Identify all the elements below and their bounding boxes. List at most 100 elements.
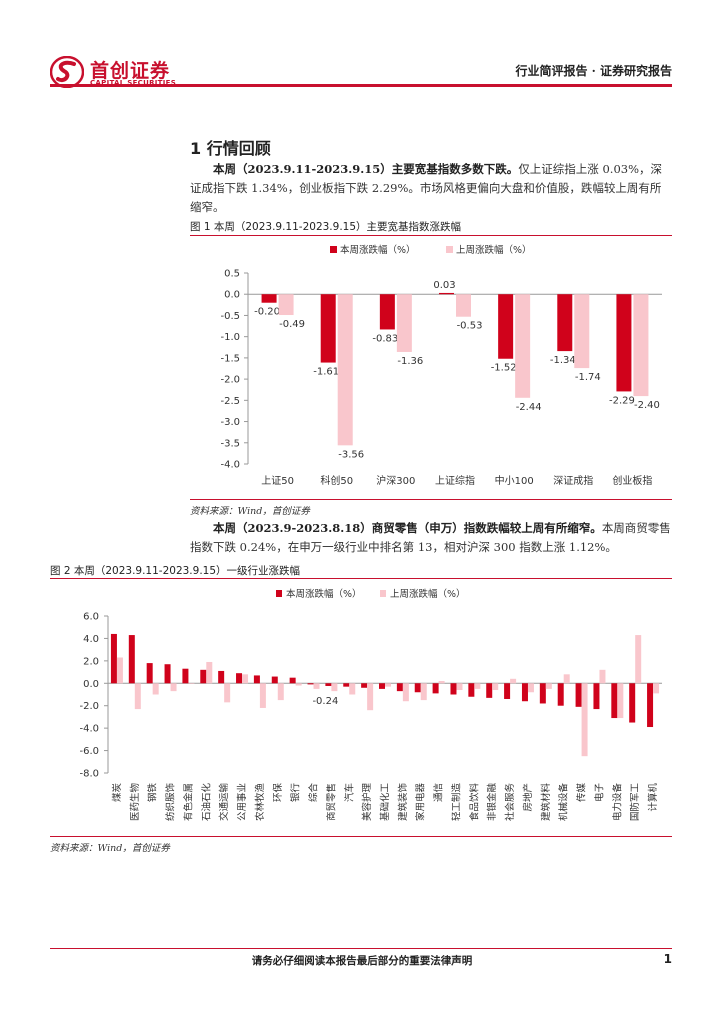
- footer-divider: [50, 948, 672, 949]
- bar-current: [498, 294, 514, 359]
- x-category-label: 食品饮料: [468, 783, 480, 822]
- x-category-label: 房地产: [522, 783, 534, 812]
- chart-broad-index: 本周涨跌幅（%） 上周涨跌幅（%） 0.5 0.0 -0.5 -1.0 -1.5 -2.0 -2…: [220, 244, 662, 487]
- y-tick-label: 2.0: [83, 656, 99, 667]
- legend-label-0: 本周涨跌幅（%）: [340, 244, 416, 256]
- data-label: -1.74: [575, 372, 601, 383]
- bar-previous: [510, 678, 517, 684]
- page-number: 1: [663, 952, 672, 966]
- bar-previous: [456, 683, 463, 691]
- bar-previous: [170, 683, 177, 692]
- bar-current: [557, 683, 564, 706]
- figure1-caption: 图 1 本周（2023.9.11-2023.9.15）主要宽基指数涨跌幅: [190, 221, 462, 233]
- bar-current: [182, 668, 189, 684]
- bar-previous: [545, 683, 552, 689]
- x-category-label: 钢铁: [147, 783, 159, 803]
- x-category-label: 公用事业: [236, 783, 248, 821]
- bar-current: [218, 670, 225, 684]
- bar-previous: [474, 683, 481, 689]
- x-category-label: 美容护理: [361, 783, 373, 822]
- bar-previous: [278, 294, 294, 316]
- bar-current: [128, 635, 135, 684]
- x-category-label: 商贸零售: [325, 783, 337, 821]
- y-tick-label: -8.0: [79, 769, 99, 780]
- bar-previous: [581, 683, 588, 757]
- chart-industry: 本周涨跌幅（%） 上周涨跌幅（%） 6.0 4.0 2.0 0.0 -2.0 -4.0 -6.0…: [79, 588, 662, 822]
- figure2-bottom-rule: [50, 836, 672, 837]
- bar-previous: [599, 669, 606, 684]
- x-category-label: 沪深300: [376, 474, 415, 487]
- data-label: -2.44: [516, 402, 542, 413]
- legend-swatch-1: [446, 246, 453, 253]
- x-category-label: 医药生物: [129, 783, 141, 822]
- y-tick-label: 0.5: [224, 269, 240, 280]
- x-category-label: 电力设备: [611, 783, 623, 822]
- data-label: -0.20: [254, 307, 280, 318]
- bar-current: [325, 683, 332, 686]
- chart2-legend: 本周涨跌幅（%） 上周涨跌幅（%）: [276, 588, 466, 600]
- bar-current: [110, 633, 117, 684]
- bar-previous: [224, 683, 231, 703]
- y-tick-label: -1.0: [220, 332, 240, 343]
- bar-current: [271, 676, 278, 684]
- x-category-label: 通信: [433, 783, 445, 802]
- x-category-label: 计算机: [647, 783, 659, 812]
- bar-current: [289, 677, 296, 684]
- y-tick-label: -2.5: [220, 396, 240, 407]
- x-category-label: 交通运输: [218, 783, 230, 822]
- bar-previous: [635, 635, 642, 684]
- bar-previous: [527, 683, 534, 693]
- x-category-label: 基础化工: [379, 783, 391, 822]
- data-label: -3.56: [338, 449, 364, 460]
- paragraph-lead: 本周（2023.9.11-2023.9.15）主要宽基指数多数下跌。: [213, 162, 519, 176]
- header-divider: [50, 84, 672, 87]
- y-tick-label: 4.0: [83, 634, 99, 645]
- y-tick-label: -6.0: [79, 746, 99, 757]
- data-label: -0.53: [457, 321, 483, 332]
- logo: 首创证券 CAPITAL SECURITIES: [50, 54, 190, 90]
- bar-current: [468, 683, 475, 697]
- legal-disclaimer-notice: 请务必仔细阅读本报告最后部分的重要法律声明: [251, 955, 473, 967]
- data-label: -1.61: [313, 367, 339, 378]
- x-category-label: 建筑材料: [540, 783, 552, 822]
- data-label: -2.40: [634, 400, 660, 411]
- bar-current: [647, 683, 654, 728]
- data-label: -1.52: [491, 363, 517, 374]
- paragraph-lead: 本周（2023.9-2023.8.18）商贸零售（申万）指数跌幅较上周有所缩窄。: [213, 521, 602, 535]
- bar-current: [414, 683, 421, 693]
- bar-previous: [402, 683, 409, 702]
- logo-english-name: CAPITAL SECURITIES: [90, 79, 177, 87]
- bar-current: [629, 683, 636, 723]
- bar-current: [379, 294, 395, 330]
- bar-current: [557, 294, 573, 352]
- legend-label-0: 本周涨跌幅（%）: [286, 588, 362, 600]
- bar-previous: [385, 683, 391, 687]
- x-category-label: 上证50: [261, 475, 294, 487]
- bar-previous: [574, 294, 590, 369]
- bar-current: [164, 664, 171, 684]
- bar-previous: [633, 294, 649, 397]
- y-tick-label: -1.5: [220, 353, 240, 364]
- bar-previous: [420, 683, 427, 701]
- x-category-label: 综合: [308, 783, 320, 803]
- bar-current: [253, 675, 260, 684]
- bar-previous: [188, 683, 195, 684]
- x-category-label: 创业板指: [612, 474, 652, 487]
- bar-previous: [438, 681, 445, 684]
- bar-current: [486, 683, 493, 698]
- figure2-top-rule: [50, 578, 672, 579]
- bar-current: [361, 683, 368, 688]
- x-category-label: 机械设备: [558, 783, 570, 822]
- bar-current: [432, 683, 439, 694]
- y-tick-label: 0.0: [83, 679, 99, 690]
- bar-previous: [492, 683, 499, 691]
- bar-previous: [259, 683, 266, 708]
- legend-label-1: 上周涨跌幅（%）: [456, 244, 532, 256]
- data-label: -1.34: [550, 355, 576, 366]
- bar-previous: [277, 683, 284, 701]
- bar-previous: [242, 674, 249, 684]
- x-category-label: 轻工制造: [450, 783, 462, 822]
- y-tick-label: -4.0: [220, 460, 240, 471]
- legend-label-1: 上周涨跌幅（%）: [390, 588, 466, 600]
- bar-current: [439, 292, 454, 295]
